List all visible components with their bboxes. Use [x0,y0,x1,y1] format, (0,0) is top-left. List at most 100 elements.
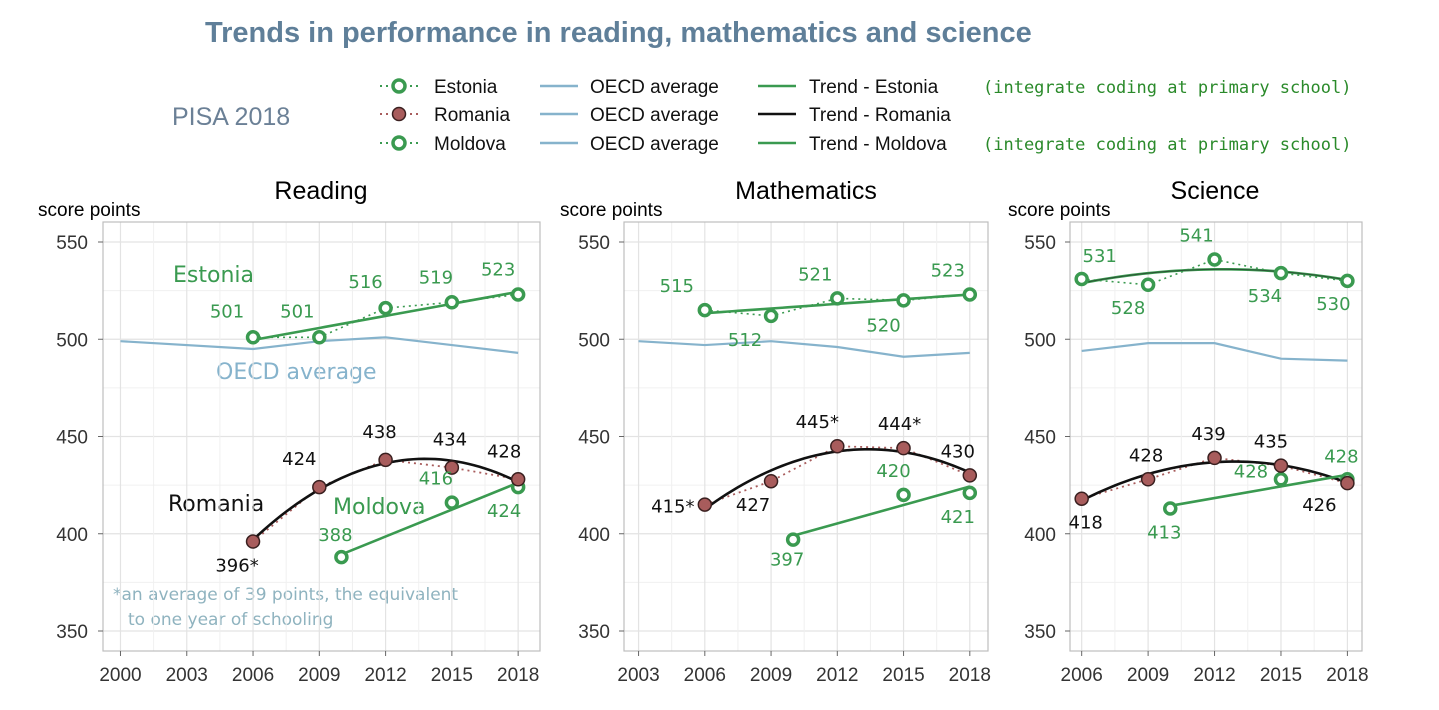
legend-trend-romania-label: Trend - Romania [809,105,951,126]
x-tick-label: 2015 [1260,665,1302,686]
estonia-point [312,330,327,345]
reading-romania-annotation: Romania [168,492,264,517]
y-tick-label: 450 [56,428,88,449]
romania-point [444,460,460,475]
estonia-data-label: 515 [660,276,694,297]
estonia-data-label: 501 [210,301,244,322]
legend-oecd-label-3: OECD average [590,134,719,155]
estonia-data-label: 521 [798,264,832,285]
estonia-data-label: 523 [481,260,515,281]
reading-footnote-line-2: to one year of schooling [128,610,333,630]
moldova-point [785,532,801,547]
moldova-data-label: 416 [419,469,453,490]
reading-annotations: Estonia OECD average Romania Moldova *an… [113,263,458,630]
moldova-trend-line [792,485,971,538]
reading-oecd-annotation: OECD average [216,360,377,385]
estonia-point [1074,271,1089,287]
y-tick-label: 500 [56,330,88,351]
reading-moldova-annotation: Moldova [333,495,425,520]
romania-data-label: 444* [878,414,921,435]
legend-row-estonia: Estonia OECD average Trend - Estonia (in… [380,77,1351,98]
romania-point [1140,472,1156,487]
x-tick-label: 2015 [431,665,473,686]
y-tick-label: 450 [578,428,610,449]
moldova-trend-line [340,481,519,556]
romania-point [1273,458,1289,473]
x-tick-label: 2018 [497,665,539,686]
estonia-data-label: 530 [1316,294,1350,315]
legend-moldova-label: Moldova [434,134,506,155]
legend-trend-moldova-label: Trend - Moldova [809,134,947,155]
moldova-data-label: 428 [1234,461,1268,482]
estonia-data-label: 501 [280,301,314,322]
estonia-data-label: 516 [348,272,382,293]
legend: Estonia OECD average Trend - Estonia (in… [380,77,1351,155]
x-tick-label: 2015 [882,665,924,686]
estonia-point [962,287,978,302]
y-axis-label: score points [38,200,140,221]
moldova-data-label: 420 [876,461,910,482]
y-axis-label: score points [560,200,662,221]
estonia-point [1340,273,1355,289]
moldova-point [334,549,349,565]
legend-note-estonia: (integrate coding at primary school) [983,78,1351,98]
romania-point [962,468,978,483]
chart-subtitle: PISA 2018 [172,103,290,131]
x-tick-label: 2006 [232,665,274,686]
moldova-data-label: 421 [941,507,975,528]
romania-point [1207,450,1222,466]
y-tick-label: 400 [1024,525,1056,546]
legend-romania-label: Romania [434,105,510,126]
x-tick-label: 2012 [816,665,858,686]
moldova-data-label: 388 [318,525,352,546]
y-tick-label: 550 [578,233,610,254]
romania-data-label: 424 [282,449,316,470]
estonia-data-label: 519 [419,267,453,288]
panel-title: Science [1171,177,1260,205]
estonia-point [378,300,393,316]
estonia-data-label: 512 [728,330,762,351]
y-tick-label: 500 [578,330,610,351]
x-tick-label: 2018 [949,665,991,686]
romania-point [830,438,845,454]
romania-data-label: 430 [941,441,975,462]
legend-oecd-label-1: OECD average [590,77,719,98]
x-tick-label: 2000 [99,665,141,686]
legend-note-moldova: (integrate coding at primary school) [983,135,1351,155]
romania-data-label: 418 [1069,513,1103,534]
x-tick-label: 2006 [684,665,726,686]
panel-title: Mathematics [735,177,877,205]
moldova-point [1163,501,1178,516]
y-tick-label: 450 [1024,428,1056,449]
y-tick-label: 400 [56,525,88,546]
oecd-average-line [638,340,970,358]
moldova-data-label: 428 [1324,446,1358,467]
legend-row-moldova: Moldova OECD average Trend - Moldova (in… [380,134,1351,155]
romania-data-label: 427 [736,495,770,516]
estonia-data-label: 520 [866,315,900,336]
legend-oecd-label-2: OECD average [590,105,719,126]
moldova-point [896,487,911,503]
estonia-point [444,295,460,310]
x-tick-label: 2012 [1193,665,1235,686]
estonia-point [896,293,911,308]
estonia-point [830,291,845,306]
estonia-point [1273,265,1289,281]
estonia-point [763,308,779,324]
y-tick-label: 400 [578,525,610,546]
romania-point [763,473,779,489]
y-tick-label: 350 [578,622,610,643]
x-tick-label: 2003 [617,665,659,686]
romania-point [697,497,713,512]
estonia-point [510,287,526,302]
legend-moldova-marker [391,135,407,151]
estonia-data-label: 534 [1248,286,1282,307]
y-tick-label: 350 [1024,622,1056,643]
romania-point [312,479,327,495]
estonia-trend-line [252,290,519,342]
moldova-point [1273,472,1289,487]
estonia-trend-shadow [1081,268,1348,284]
legend-estonia-label: Estonia [434,77,498,98]
romania-data-label: 428 [487,441,521,462]
x-tick-label: 2018 [1326,665,1368,686]
